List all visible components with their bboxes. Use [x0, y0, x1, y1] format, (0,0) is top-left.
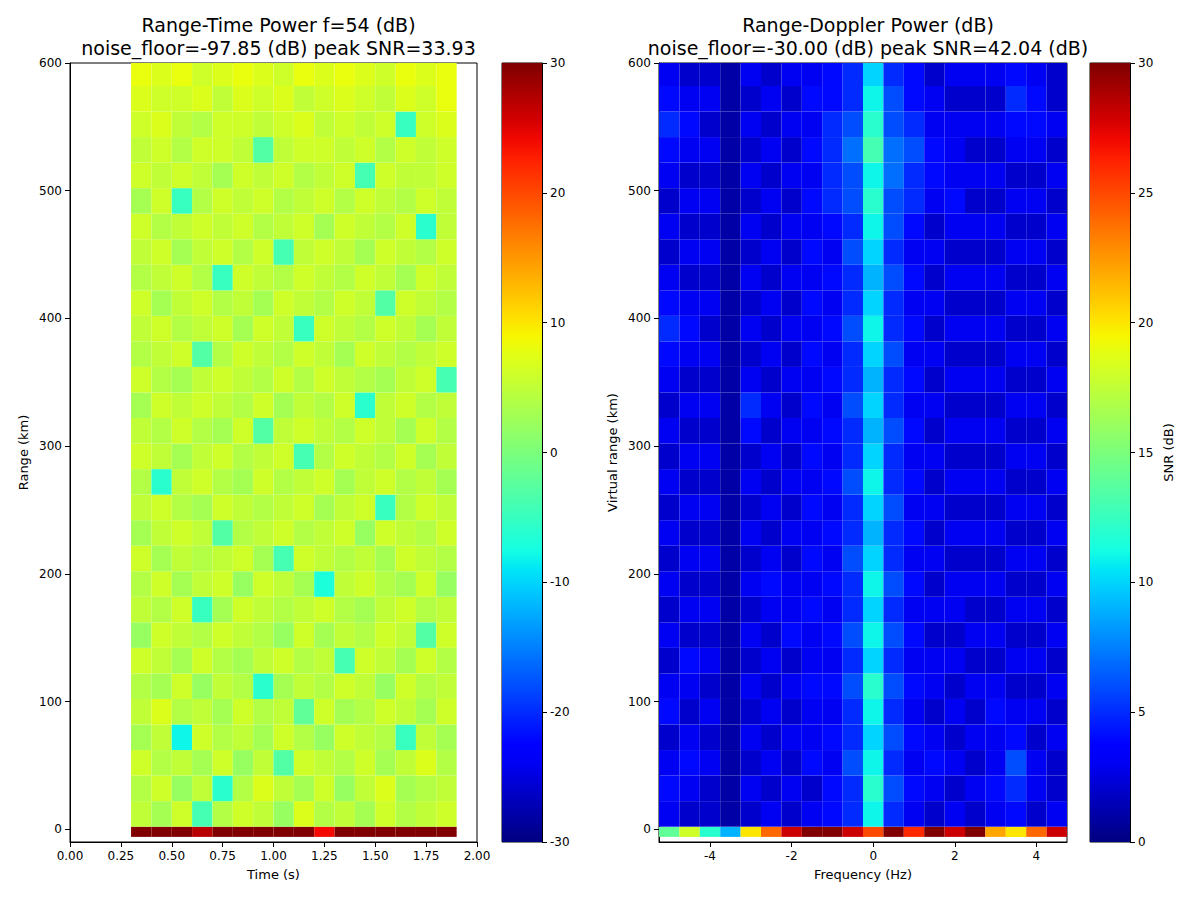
svg-text:1.75: 1.75 [413, 849, 440, 863]
svg-text:1.50: 1.50 [362, 849, 389, 863]
svg-text:300: 300 [39, 439, 62, 453]
svg-text:noise_floor=-97.85 (dB) peak S: noise_floor=-97.85 (dB) peak SNR=33.93 [81, 37, 475, 60]
svg-text:Time (s): Time (s) [246, 867, 300, 882]
svg-text:600: 600 [628, 56, 651, 70]
svg-text:0: 0 [54, 822, 62, 836]
svg-text:0.25: 0.25 [108, 849, 135, 863]
svg-text:-10: -10 [550, 575, 570, 589]
svg-text:SNR (dB): SNR (dB) [1161, 423, 1176, 481]
svg-text:Range-Doppler Power (dB): Range-Doppler Power (dB) [742, 14, 994, 36]
svg-text:-2: -2 [786, 849, 798, 863]
svg-text:10: 10 [1138, 575, 1153, 589]
svg-text:-4: -4 [704, 849, 716, 863]
svg-text:0: 0 [1138, 835, 1146, 849]
svg-text:0.75: 0.75 [209, 849, 236, 863]
svg-text:0: 0 [869, 849, 877, 863]
svg-text:600: 600 [39, 56, 62, 70]
svg-text:200: 200 [39, 567, 62, 581]
svg-text:30: 30 [1138, 56, 1153, 70]
svg-text:20: 20 [1138, 316, 1153, 330]
svg-text:500: 500 [39, 184, 62, 198]
svg-text:300: 300 [628, 439, 651, 453]
svg-text:100: 100 [628, 695, 651, 709]
svg-text:1.00: 1.00 [260, 849, 287, 863]
svg-text:0.50: 0.50 [158, 849, 185, 863]
svg-text:2.00: 2.00 [464, 849, 491, 863]
svg-text:400: 400 [39, 311, 62, 325]
svg-text:30: 30 [550, 56, 565, 70]
svg-text:Virtual range (km): Virtual range (km) [605, 393, 620, 512]
svg-text:5: 5 [1138, 705, 1146, 719]
svg-text:0: 0 [643, 822, 651, 836]
svg-text:0.00: 0.00 [57, 849, 84, 863]
svg-text:2: 2 [951, 849, 959, 863]
svg-text:400: 400 [628, 311, 651, 325]
svg-text:Range-Time Power f=54 (dB): Range-Time Power f=54 (dB) [141, 14, 415, 36]
svg-text:500: 500 [628, 184, 651, 198]
svg-text:1.25: 1.25 [311, 849, 338, 863]
svg-text:Range (km): Range (km) [16, 415, 31, 491]
svg-text:100: 100 [39, 695, 62, 709]
svg-text:-30: -30 [550, 835, 570, 849]
svg-text:Frequency (Hz): Frequency (Hz) [814, 867, 912, 882]
svg-text:0: 0 [550, 446, 558, 460]
svg-text:4: 4 [1033, 849, 1041, 863]
svg-text:25: 25 [1138, 186, 1153, 200]
svg-text:200: 200 [628, 567, 651, 581]
svg-text:10: 10 [550, 316, 565, 330]
svg-text:-20: -20 [550, 705, 570, 719]
svg-text:noise_floor=-30.00 (dB) peak S: noise_floor=-30.00 (dB) peak SNR=42.04 (… [648, 37, 1088, 60]
svg-text:20: 20 [550, 186, 565, 200]
svg-text:15: 15 [1138, 446, 1153, 460]
